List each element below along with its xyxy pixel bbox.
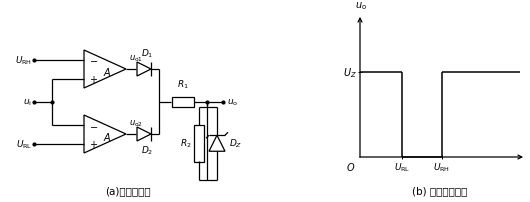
- Text: $-$: $-$: [89, 55, 98, 65]
- Text: $D_Z$: $D_Z$: [229, 137, 242, 150]
- Text: $u_{\rm o}$: $u_{\rm o}$: [227, 97, 238, 107]
- Text: $U_Z$: $U_Z$: [343, 66, 357, 80]
- Bar: [194, 125, 204, 162]
- Text: $u_{\rm o1}$: $u_{\rm o1}$: [129, 53, 143, 64]
- Text: A: A: [104, 132, 110, 142]
- Text: $U_{\rm RH}$: $U_{\rm RH}$: [15, 54, 32, 66]
- Text: $U_{\rm RH}$: $U_{\rm RH}$: [434, 161, 450, 174]
- Text: $U_{\rm RL}$: $U_{\rm RL}$: [394, 161, 410, 174]
- Text: $U_{\rm RL}$: $U_{\rm RL}$: [15, 138, 32, 150]
- Text: $+$: $+$: [89, 138, 98, 149]
- Text: $-$: $-$: [89, 120, 98, 130]
- Text: $+$: $+$: [89, 74, 98, 85]
- Text: $D_2$: $D_2$: [141, 144, 153, 157]
- Text: $u_{\rm o2}$: $u_{\rm o2}$: [129, 118, 143, 128]
- Text: (a)窗口比较器: (a)窗口比较器: [105, 185, 151, 195]
- Text: (b) 电压传输特性: (b) 电压传输特性: [412, 185, 467, 195]
- Text: $u_{\rm i}$: $u_{\rm i}$: [23, 97, 32, 107]
- Text: A: A: [104, 68, 110, 78]
- Bar: [172, 97, 194, 107]
- Text: $D_1$: $D_1$: [141, 47, 153, 60]
- Text: $R_1$: $R_1$: [177, 79, 189, 91]
- Text: $R_2$: $R_2$: [180, 137, 192, 150]
- Text: $u_{\rm o}$: $u_{\rm o}$: [355, 0, 367, 12]
- Text: $O$: $O$: [346, 160, 355, 172]
